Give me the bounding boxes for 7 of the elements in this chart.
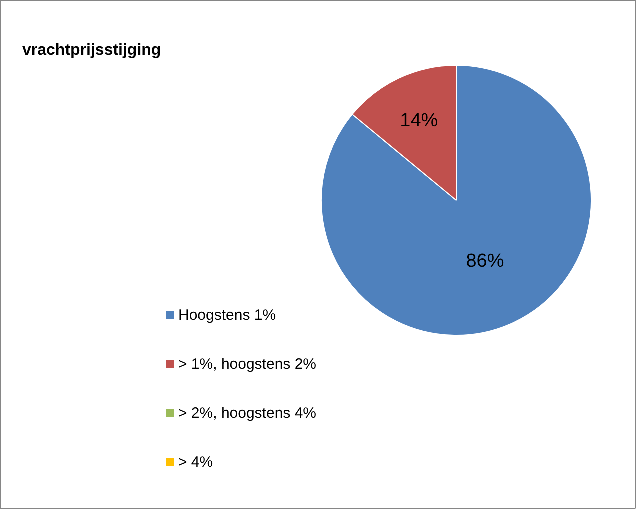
data-label: 86% xyxy=(466,251,504,272)
legend-label: > 2%, hoogstens 4% xyxy=(178,405,317,422)
legend-label: > 1%, hoogstens 2% xyxy=(178,356,317,373)
legend-label: Hoogstens 1% xyxy=(178,307,276,324)
chart-title: vrachtprijsstijging xyxy=(22,42,162,59)
data-label: 14% xyxy=(400,110,438,132)
legend-label: > 4% xyxy=(178,454,214,471)
